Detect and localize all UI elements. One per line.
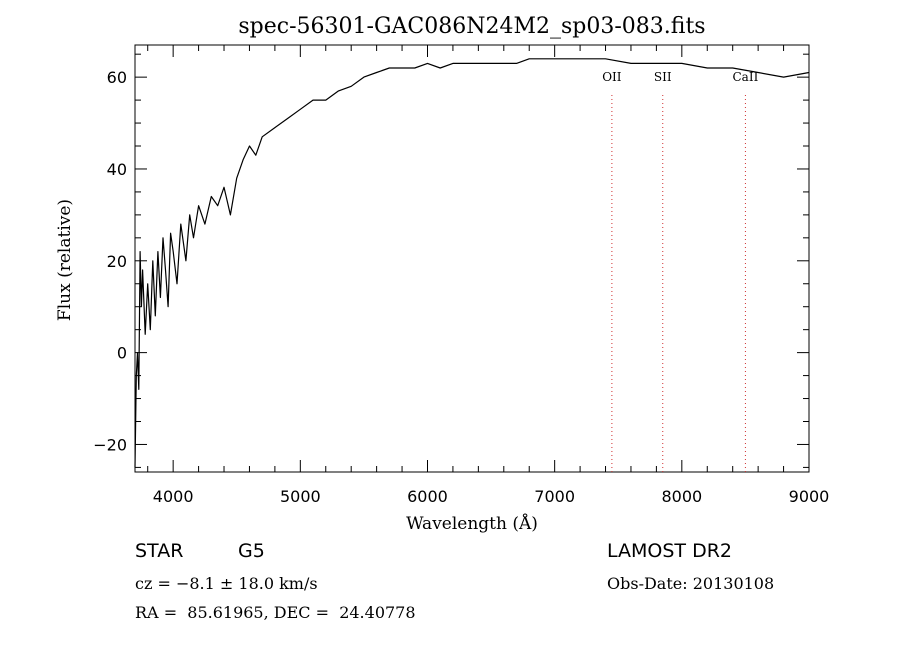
x-tick-label: 8000 [661,487,702,506]
x-tick-label: 4000 [153,487,194,506]
y-axis-label: Flux (relative) [55,199,75,321]
x-axis-label: Wavelength (Å) [406,513,538,534]
y-tick-label: 0 [117,344,127,363]
y-axis-ticks: −20 0 20 40 60 [93,53,809,468]
x-tick-label: 7000 [534,487,575,506]
chart-title: spec-56301-GAC086N24M2_sp03-083.fits [238,14,705,39]
y-tick-label: 40 [107,160,127,179]
plot-border [134,44,810,473]
spectral-line-label: OII [602,70,622,84]
y-tick-label: −20 [93,435,127,454]
y-tick-label: 20 [107,252,127,271]
object-class: STAR [135,540,184,562]
spectral-subclass: G5 [238,540,265,562]
spectrum-line [134,58,810,468]
spectral-line-label: SII [654,70,672,84]
x-axis-ticks: 4000 5000 6000 7000 8000 9000 [147,45,830,506]
cz-value: cz = −8.1 ± 18.0 km/s [135,574,318,593]
spectrum-series [134,58,810,468]
obs-date: Obs-Date: 20130108 [607,574,775,593]
coordinates: RA = 85.61965, DEC = 24.40778 [135,603,416,622]
spectral-line-markers: OII SII CaII [602,70,759,472]
spectral-line-label: CaII [733,70,759,84]
survey-label: LAMOST DR2 [607,540,732,562]
x-tick-label: 6000 [407,487,448,506]
plot-frame [134,44,810,473]
y-tick-label: 60 [107,68,127,87]
x-tick-label: 9000 [789,487,830,506]
x-tick-label: 5000 [280,487,321,506]
